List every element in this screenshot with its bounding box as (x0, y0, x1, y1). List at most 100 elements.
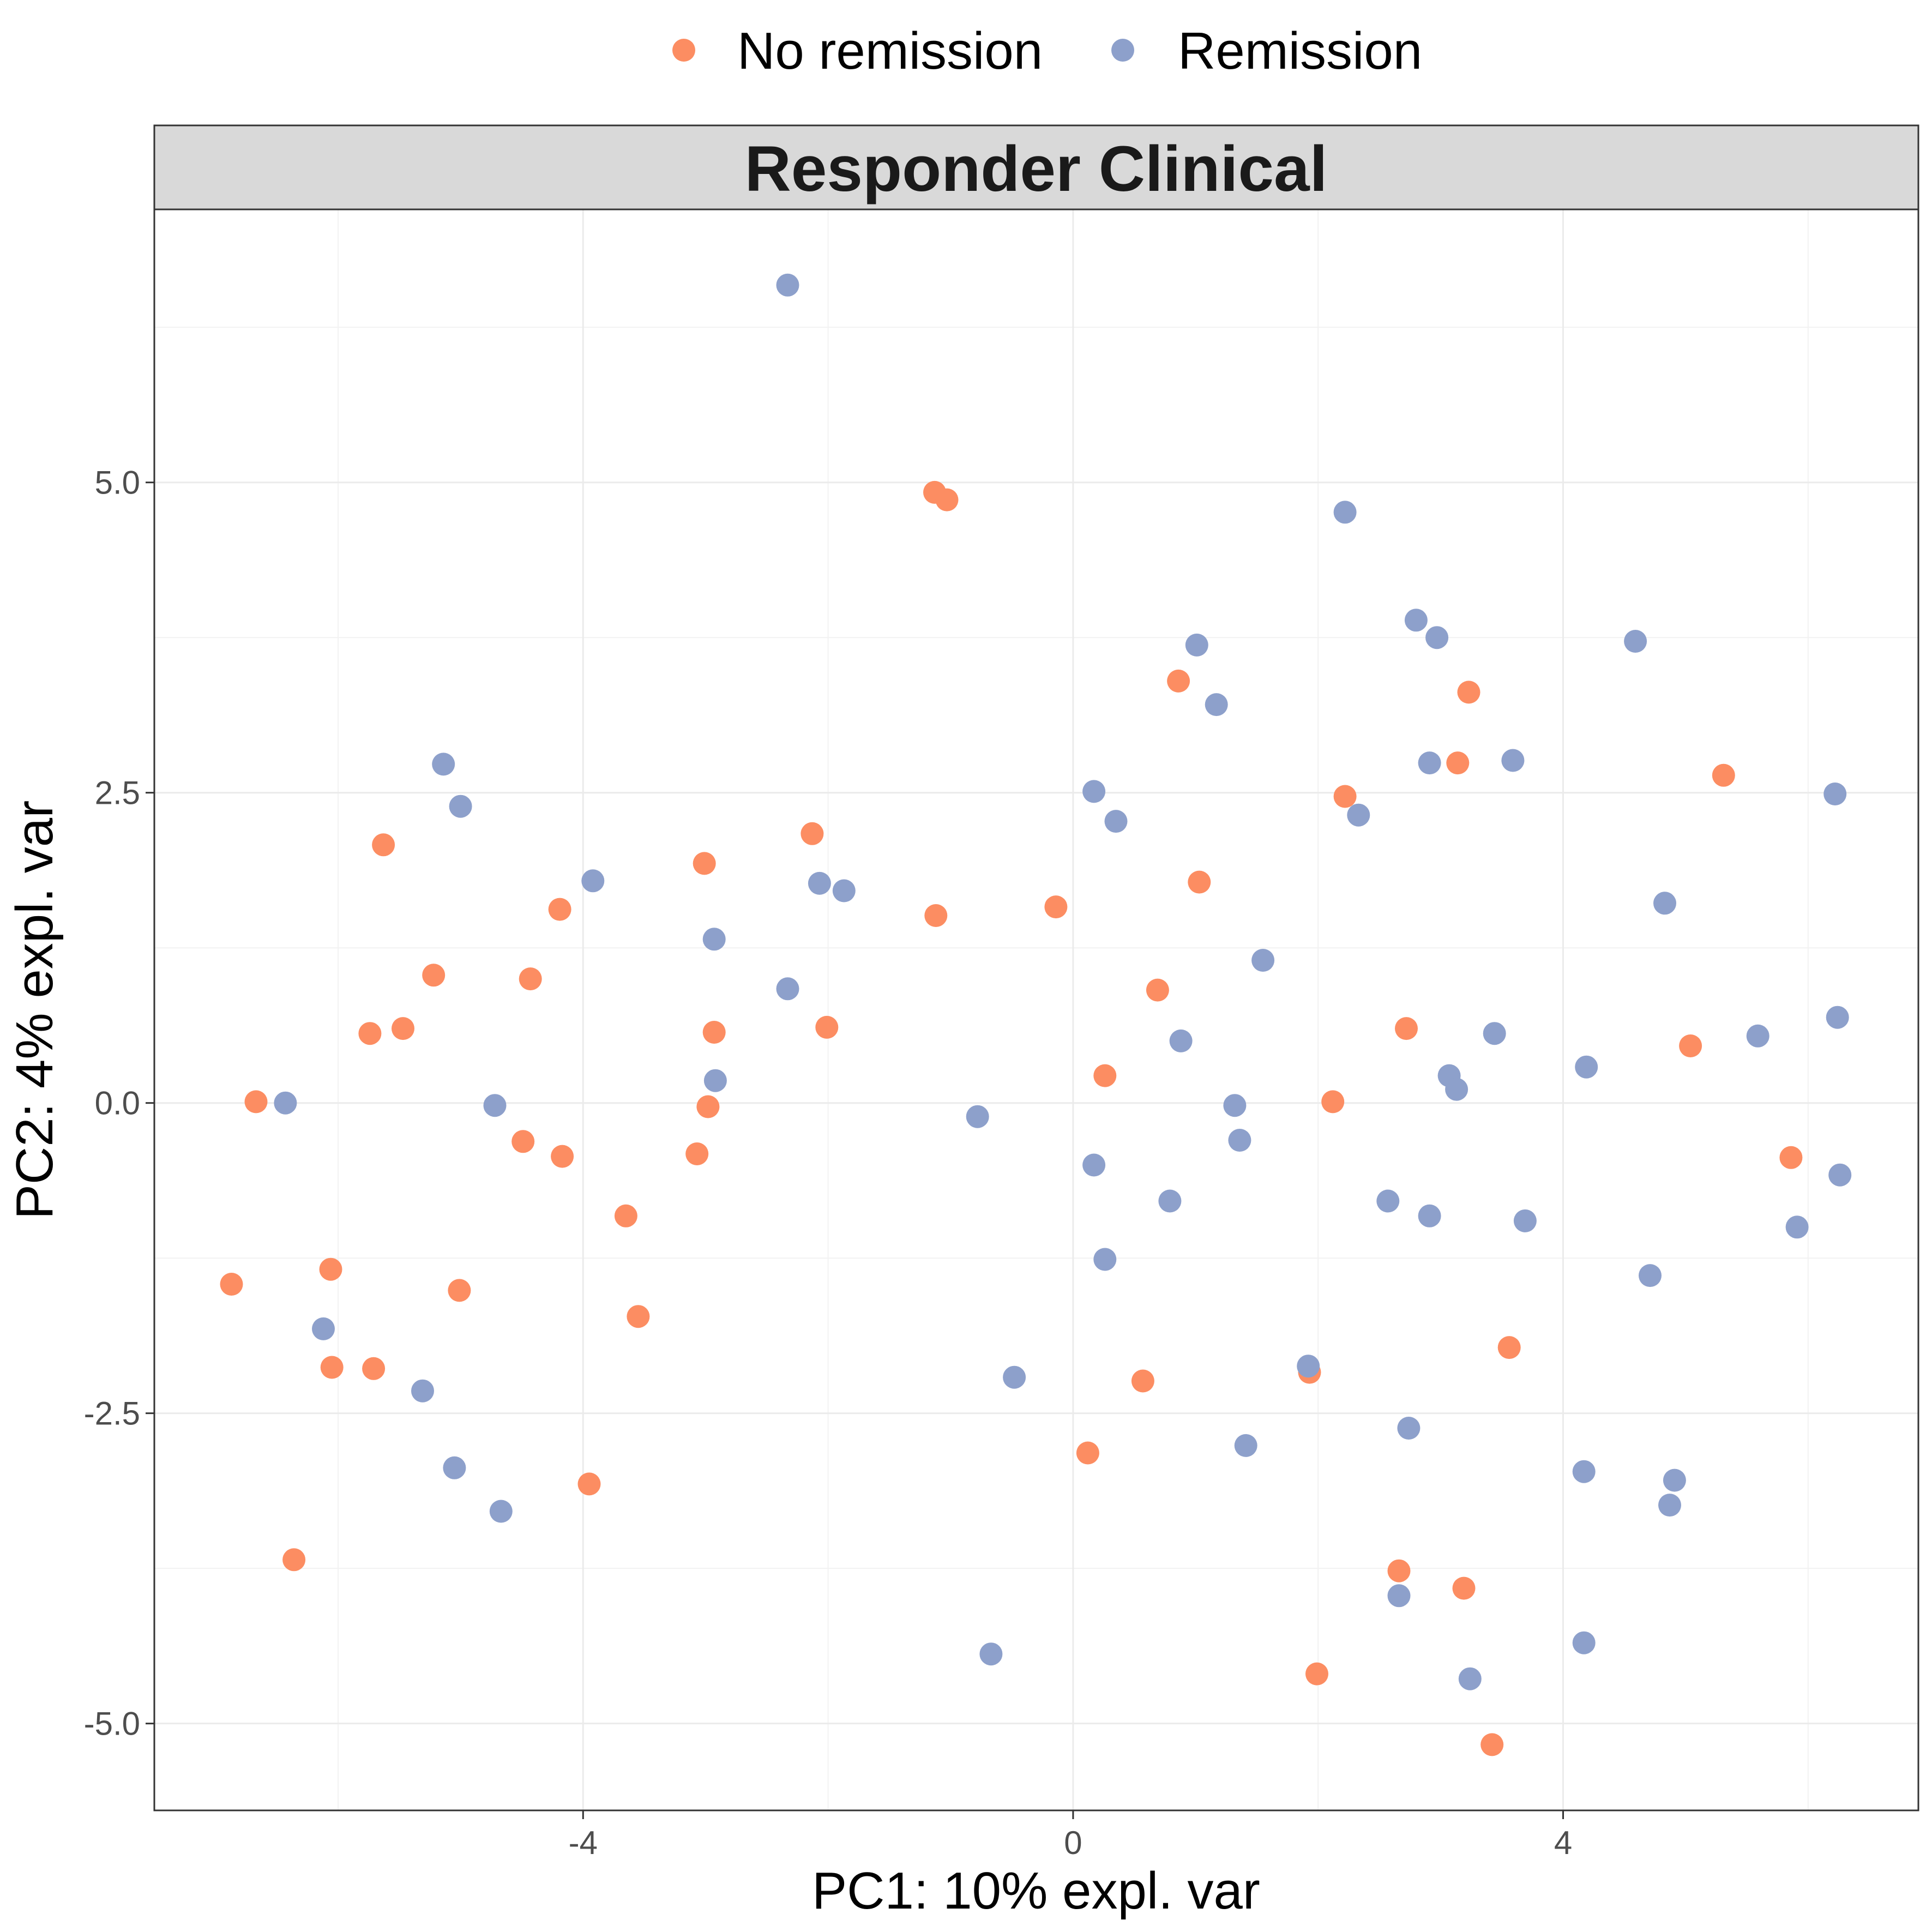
point-no-remission (1044, 895, 1068, 919)
point-no-remission (685, 1142, 709, 1165)
point-remission (1828, 1163, 1852, 1187)
x-tick-label: 0 (1064, 1825, 1082, 1861)
point-remission (1458, 1667, 1482, 1690)
plot-panel-border (153, 208, 1919, 1811)
point-no-remission (1305, 1662, 1328, 1686)
x-axis-title: PC1: 10% expl. var (812, 1862, 1260, 1920)
y-axis: -5.0 -2.5 0.0 2.5 5.0 (84, 465, 154, 1742)
point-remission (1572, 1631, 1596, 1654)
point-remission (702, 928, 726, 951)
point-remission (776, 977, 799, 1001)
point-remission (1823, 783, 1847, 805)
point-remission (483, 1094, 507, 1117)
point-no-remission (551, 1145, 574, 1168)
point-remission (979, 1642, 1003, 1666)
point-no-remission (362, 1357, 386, 1380)
point-no-remission (1395, 1017, 1418, 1040)
point-remission (1404, 609, 1428, 632)
x-tick-label: -4 (569, 1825, 598, 1861)
point-remission (966, 1105, 989, 1128)
point-no-remission (1333, 785, 1357, 808)
y-tick-label: 5.0 (95, 465, 140, 501)
point-no-remission (924, 904, 948, 927)
point-remission (443, 1456, 466, 1479)
point-remission (703, 1069, 727, 1092)
point-remission (1575, 1055, 1598, 1079)
point-remission (1785, 1215, 1809, 1239)
point-remission (1418, 1204, 1441, 1227)
point-no-remission (1093, 1064, 1117, 1087)
y-tick-label: -2.5 (84, 1395, 140, 1432)
data-points (220, 273, 1852, 1756)
point-remission (432, 753, 455, 776)
point-no-remission (1712, 763, 1735, 787)
point-no-remission (1779, 1146, 1803, 1169)
point-remission (1169, 1029, 1193, 1052)
point-remission (1639, 1264, 1662, 1287)
point-no-remission (422, 964, 446, 987)
point-remission (1082, 780, 1106, 803)
point-remission (312, 1317, 335, 1340)
x-axis: -4 0 4 (569, 1810, 1572, 1861)
point-no-remission (1446, 751, 1470, 775)
point-remission (1418, 751, 1441, 775)
point-no-remission (627, 1305, 650, 1328)
point-no-remission (702, 1021, 726, 1044)
point-remission (1093, 1248, 1117, 1271)
point-no-remission (614, 1204, 637, 1227)
point-remission (1333, 501, 1357, 524)
y-tick-label: -5.0 (84, 1706, 140, 1742)
point-no-remission (220, 1273, 243, 1296)
point-no-remission (244, 1090, 268, 1114)
point-no-remission (372, 833, 395, 857)
x-tick-label: 4 (1554, 1825, 1572, 1861)
minor-gridlines (154, 209, 1918, 1810)
point-remission (411, 1379, 434, 1403)
point-remission (1397, 1417, 1421, 1440)
point-no-remission (1188, 870, 1211, 894)
point-remission (1223, 1094, 1247, 1117)
point-no-remission (392, 1017, 414, 1040)
point-remission (489, 1500, 513, 1523)
legend-label-no-remission: No remission (737, 22, 1043, 80)
point-remission (1663, 1468, 1686, 1492)
point-remission (808, 871, 831, 895)
point-remission (1746, 1024, 1770, 1048)
point-no-remission (1076, 1441, 1099, 1465)
point-remission (1658, 1494, 1681, 1517)
point-remission (1445, 1078, 1468, 1101)
point-remission (1104, 810, 1128, 833)
point-no-remission (1321, 1090, 1345, 1114)
point-remission (581, 869, 605, 893)
point-remission (274, 1091, 297, 1115)
point-no-remission (519, 967, 542, 991)
point-remission (1158, 1189, 1182, 1213)
major-gridlines (154, 209, 1918, 1810)
facet-strip-title: Responder Clinical (745, 133, 1328, 205)
point-remission (1376, 1189, 1400, 1213)
y-tick-label: 2.5 (95, 775, 140, 811)
point-remission (1653, 892, 1676, 915)
point-no-remission (1679, 1034, 1702, 1057)
point-no-remission (1452, 1576, 1476, 1600)
point-no-remission (358, 1022, 382, 1045)
point-remission (449, 795, 472, 818)
point-remission (1297, 1355, 1320, 1378)
point-no-remission (1457, 681, 1480, 704)
legend: No remission Remission (672, 22, 1422, 80)
point-no-remission (1387, 1559, 1411, 1582)
point-remission (1425, 626, 1449, 649)
point-no-remission (282, 1548, 306, 1572)
point-remission (776, 273, 799, 297)
point-no-remission (320, 1356, 344, 1379)
facet-strip-background (153, 124, 1919, 210)
point-remission (1624, 630, 1647, 653)
point-remission (1003, 1365, 1026, 1389)
point-remission (1228, 1129, 1251, 1152)
point-no-remission (1131, 1369, 1154, 1393)
point-remission (1205, 693, 1228, 717)
legend-key-no-remission (672, 39, 695, 62)
point-remission (1387, 1584, 1411, 1608)
point-remission (1483, 1022, 1506, 1045)
